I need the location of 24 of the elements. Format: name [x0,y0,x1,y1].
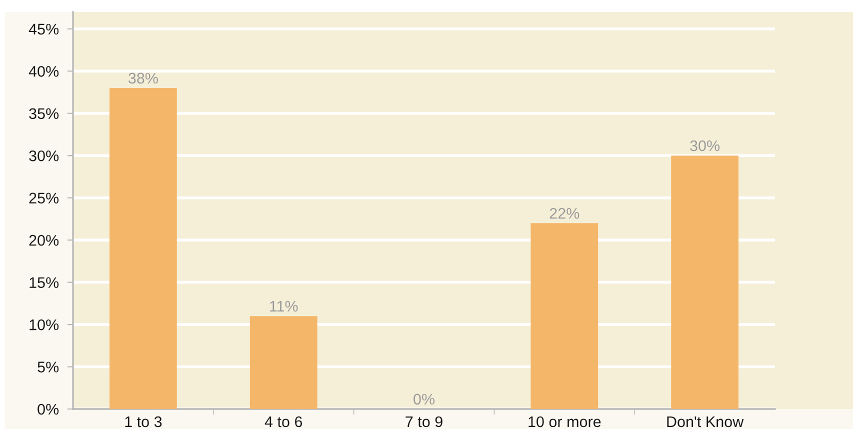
y-tick-label: 40% [28,66,59,77]
bar [671,156,738,409]
x-tick-label: Don't Know [667,416,744,428]
y-tick-label: 25% [29,192,59,204]
y-tick-label: 5% [38,362,59,372]
bar [530,223,598,409]
y-tick-label: 45% [28,24,59,35]
x-tick-label: 1 to 3 [125,416,162,428]
bar [250,316,318,409]
y-tick-label: 0% [38,404,59,415]
y-tick-label: 30% [29,150,59,162]
data-label: 30% [690,140,720,152]
y-tick-label: 10% [30,319,59,330]
data-label: 38% [128,72,158,84]
data-label: 11% [270,300,298,312]
bar [110,88,177,409]
x-tick-label: 4 to 6 [264,416,302,428]
x-tick-label: 10 or more [528,416,601,428]
x-tick-label: 7 to 9 [406,416,442,428]
y-tick-label: 20% [29,234,59,246]
y-tick-label: 35% [29,108,59,120]
data-label: 22% [550,208,580,219]
data-label: 0% [414,394,434,405]
y-tick-label: 15% [30,277,59,288]
